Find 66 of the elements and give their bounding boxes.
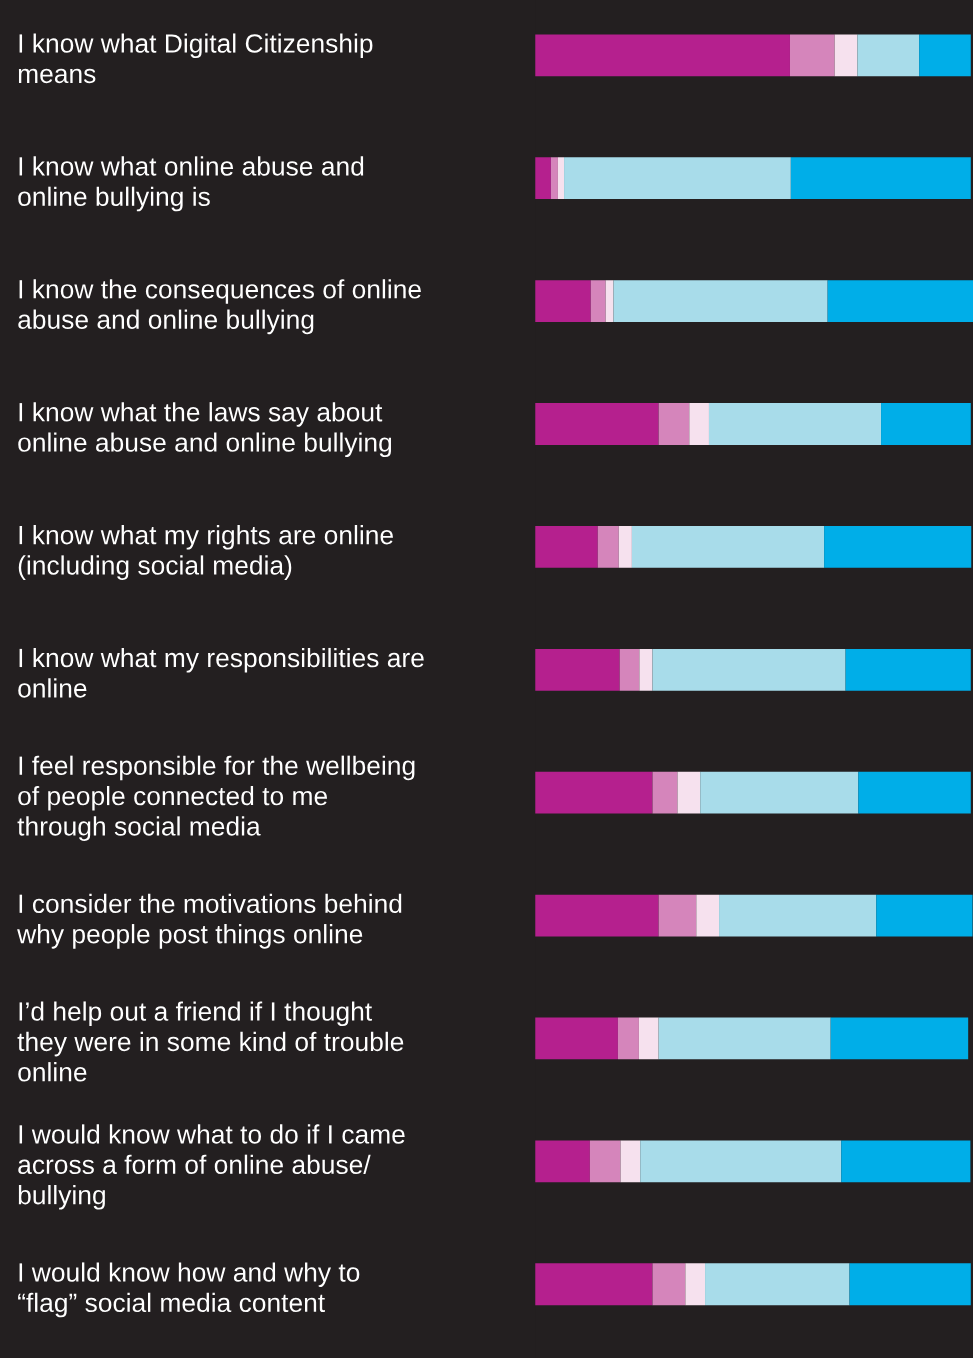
bar: [535, 1017, 618, 1060]
bar: [658, 1017, 831, 1060]
bar: [685, 1263, 706, 1306]
bar: [619, 648, 640, 691]
y-tick-label: I know what my responsibilities are online: [18, 647, 424, 698]
y-tick-label: I know what online abuse and online bullying is: [18, 156, 364, 212]
y-tick-label: I consider the motivations behind why people post things online: [17, 893, 402, 949]
bar: [535, 525, 598, 568]
bar: [876, 894, 973, 937]
y-tick-label: I know what Digital Citizenship means: [18, 33, 373, 84]
bar: [631, 525, 825, 568]
bar: [535, 157, 551, 200]
bar: [620, 1140, 641, 1183]
bar: [605, 280, 614, 322]
bar: [789, 34, 835, 77]
bar: [597, 525, 619, 568]
bar: [613, 280, 828, 322]
bar: [830, 1017, 969, 1060]
bar: [639, 648, 653, 691]
bar: [857, 34, 920, 77]
bar: [652, 1263, 686, 1306]
bar: [708, 403, 882, 445]
bar: [652, 771, 678, 814]
bar: [858, 771, 971, 814]
bar: [677, 771, 701, 814]
bar: [535, 403, 659, 445]
bar: [618, 525, 632, 568]
bar: [881, 403, 971, 445]
bar: [638, 1017, 659, 1060]
y-tick-label: I would know what to do if I came across a form of online abuse/ bullying: [18, 1124, 405, 1210]
bar: [564, 157, 791, 200]
bar: [590, 280, 606, 322]
bar: [535, 34, 790, 77]
bar: [617, 1017, 639, 1060]
bar: [689, 403, 709, 445]
bar: [658, 403, 690, 445]
bar: [834, 34, 858, 77]
y-tick-label: I know what the laws say about online abuse and online bullying: [18, 402, 392, 458]
y-tick-label: I’d help out a friend if I thought they were in some kind of trouble online: [17, 1001, 404, 1082]
bar: [535, 280, 591, 322]
bar: [719, 894, 877, 937]
bar: [535, 894, 659, 937]
bar: [550, 157, 558, 200]
bar: [652, 648, 846, 691]
bar: [845, 648, 971, 691]
bar: [658, 894, 697, 937]
bar: [557, 157, 565, 200]
bar: [535, 648, 620, 691]
bar: [696, 894, 720, 937]
bar: [700, 771, 859, 814]
bar: [790, 157, 971, 200]
bar: [824, 525, 972, 568]
bar: [705, 1263, 850, 1306]
y-tick-label: I know what my rights are online (including social media): [18, 525, 393, 580]
bar: [841, 1140, 971, 1183]
bar: [589, 1140, 621, 1183]
y-tick-label: I feel responsible for the wellbeing of people connected to me through social media: [17, 755, 415, 841]
y-tick-label: I know the consequences of online abuse and online bullying: [18, 279, 421, 335]
y-tick-label: I would know how and why to “flag” social media content: [18, 1262, 360, 1318]
bar: [535, 771, 653, 814]
bar: [919, 34, 971, 77]
bar: [535, 1140, 590, 1183]
bar: [827, 280, 973, 322]
bar: [849, 1263, 971, 1306]
bar: [535, 1263, 653, 1306]
bar: [640, 1140, 842, 1183]
